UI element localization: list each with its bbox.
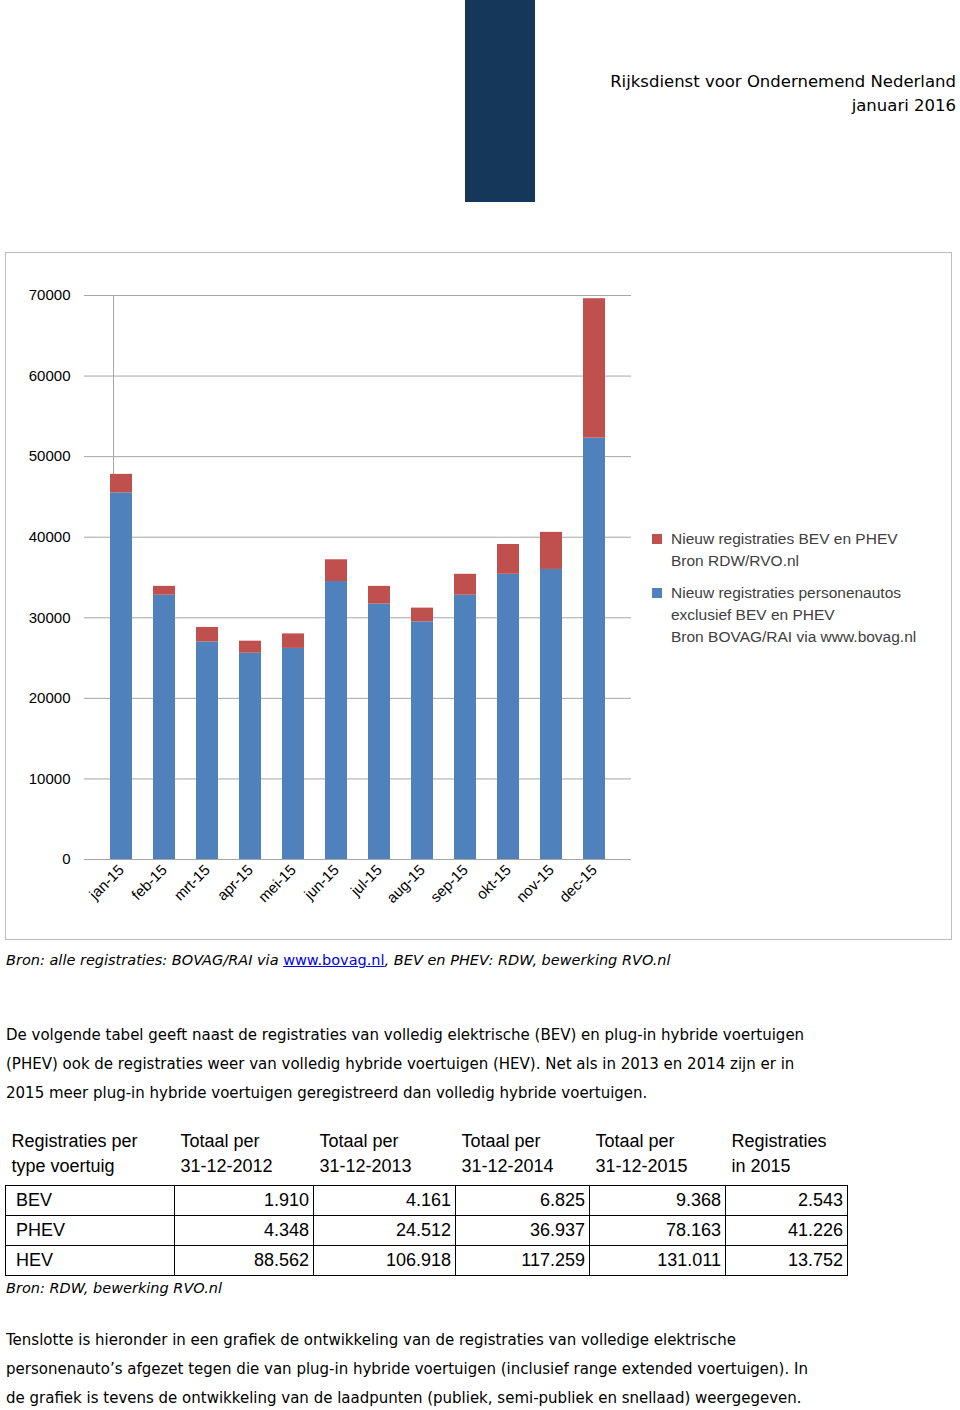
html-text:2.543: 2.543 bbox=[798, 1190, 843, 1210]
html-text:78.163: 78.163 bbox=[665, 1220, 721, 1240]
html-text:106.918: 106.918 bbox=[385, 1250, 451, 1270]
html-text:4.161: 4.161 bbox=[406, 1190, 451, 1210]
html-text:117.259: 117.259 bbox=[521, 1250, 585, 1270]
html-text:de grafiek is tevens de ontwik: de grafiek is tevens de ontwikkeling van… bbox=[6, 1389, 802, 1407]
svg-text:20000: 20000 bbox=[29, 689, 71, 706]
svg-text:jul-15: jul-15 bbox=[346, 861, 385, 900]
html-text:Bron: alle registraties: BOVAG: Bron: alle registraties: BOVAG/RAI via w… bbox=[6, 952, 671, 968]
svg-text:mrt-15: mrt-15 bbox=[170, 861, 213, 904]
html-text:9.368: 9.368 bbox=[676, 1190, 721, 1210]
html-text:6.825: 6.825 bbox=[540, 1190, 585, 1210]
svg-text:jan-15: jan-15 bbox=[85, 861, 127, 903]
html-text:Bron: RDW, bewerking RVO.nl: Bron: RDW, bewerking RVO.nl bbox=[6, 1280, 222, 1296]
html-text:13.752: 13.752 bbox=[787, 1250, 843, 1270]
svg-text:70000: 70000 bbox=[29, 286, 71, 303]
html-text:Totaal per: Totaal per bbox=[180, 1131, 260, 1151]
svg-text:apr-15: apr-15 bbox=[213, 861, 256, 904]
html-text:Bron BOVAG/RAI via www.bovag.n: Bron BOVAG/RAI via www.bovag.nl bbox=[671, 628, 917, 645]
svg-text:40000: 40000 bbox=[29, 528, 71, 545]
html-text:36.937: 36.937 bbox=[529, 1220, 585, 1240]
html-text:88.562: 88.562 bbox=[253, 1250, 309, 1270]
html-text:PHEV: PHEV bbox=[16, 1220, 65, 1240]
html-text:4.348: 4.348 bbox=[264, 1220, 309, 1240]
html-text:type voertuig: type voertuig bbox=[11, 1156, 115, 1176]
svg-text:30000: 30000 bbox=[29, 609, 71, 626]
html-text:Bron RDW/RVO.nl: Bron RDW/RVO.nl bbox=[671, 552, 800, 569]
html-text:Totaal per: Totaal per bbox=[595, 1131, 675, 1151]
svg-text:dec-15: dec-15 bbox=[556, 861, 600, 905]
svg-text:aug-15: aug-15 bbox=[383, 861, 428, 906]
html-text:HEV: HEV bbox=[16, 1250, 53, 1270]
html-text:Totaal per: Totaal per bbox=[319, 1131, 399, 1151]
html-text:Registraties: Registraties bbox=[731, 1131, 827, 1151]
svg-text:jun-15: jun-15 bbox=[300, 861, 342, 903]
html-text:2015 meer plug-in hybride voer: 2015 meer plug-in hybride voertuigen ger… bbox=[6, 1084, 648, 1102]
svg-text:sep-15: sep-15 bbox=[427, 861, 471, 905]
html-text:1.910: 1.910 bbox=[264, 1190, 309, 1210]
svg-text:nov-15: nov-15 bbox=[513, 861, 557, 905]
svg-text:0: 0 bbox=[62, 850, 70, 867]
svg-text:mei-15: mei-15 bbox=[255, 861, 299, 905]
svg-text:feb-15: feb-15 bbox=[128, 861, 170, 903]
html-text:31-12-2015: 31-12-2015 bbox=[595, 1156, 688, 1176]
html-text:Rijksdienst voor Ondernemend N: Rijksdienst voor Ondernemend Nederland bbox=[610, 72, 956, 91]
html-text:(PHEV) ook de registraties wee: (PHEV) ook de registraties weer van voll… bbox=[6, 1055, 795, 1073]
html-text:personenauto’s afgezet tegen d: personenauto’s afgezet tegen die van plu… bbox=[6, 1360, 808, 1378]
svg-text:10000: 10000 bbox=[29, 770, 71, 787]
svg-text:50000: 50000 bbox=[29, 447, 71, 464]
html-text:Tenslotte is hieronder in een: Tenslotte is hieronder in een grafiek de… bbox=[6, 1331, 737, 1349]
html-text:24.512: 24.512 bbox=[395, 1220, 451, 1240]
svg-text:okt-15: okt-15 bbox=[473, 861, 515, 903]
html-text:131.011: 131.011 bbox=[657, 1250, 721, 1270]
html-text:41.226: 41.226 bbox=[787, 1220, 843, 1240]
html-text:31-12-2012: 31-12-2012 bbox=[180, 1156, 273, 1176]
html-text:in 2015: in 2015 bbox=[731, 1156, 791, 1176]
html-text:De volgende tabel geeft naast: De volgende tabel geeft naast de registr… bbox=[6, 1026, 805, 1044]
svg-text:60000: 60000 bbox=[29, 367, 71, 384]
html-text:Registraties per: Registraties per bbox=[11, 1131, 138, 1151]
html-text:Nieuw registraties personenaut: Nieuw registraties personenautos exclusi… bbox=[671, 584, 901, 623]
html-text:BEV: BEV bbox=[16, 1190, 52, 1210]
html-text:Totaal per: Totaal per bbox=[461, 1131, 541, 1151]
html-text:Nieuw registraties BEV en PHEV: Nieuw registraties BEV en PHEV bbox=[671, 530, 898, 547]
html-text:31-12-2013: 31-12-2013 bbox=[319, 1156, 412, 1176]
html-text:31-12-2014: 31-12-2014 bbox=[461, 1156, 554, 1176]
html-text:januari 2016: januari 2016 bbox=[851, 96, 956, 115]
